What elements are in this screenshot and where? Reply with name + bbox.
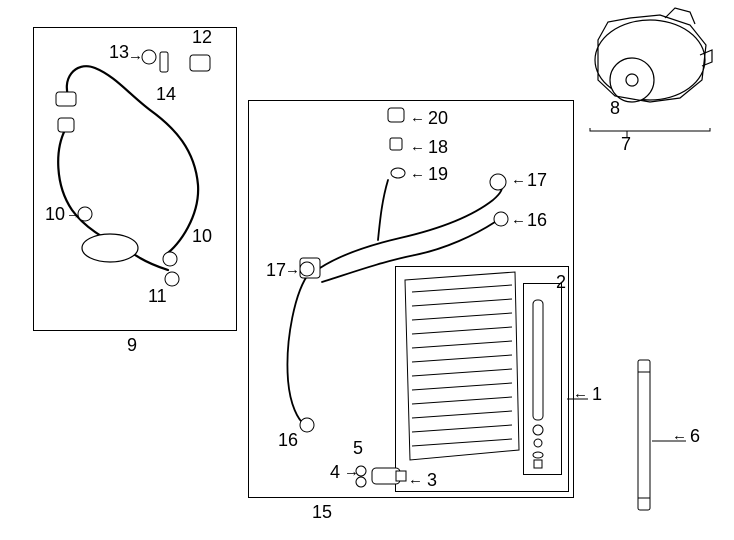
callout-2: 2	[556, 272, 566, 293]
callout-11: 11	[148, 286, 167, 307]
arrow-17b: ←	[511, 171, 526, 188]
callout-7: 7	[621, 134, 631, 155]
callout-17a: 17	[266, 260, 286, 281]
callout-13: 13	[109, 42, 129, 63]
arrow-6: ←	[672, 427, 687, 444]
callout-3: 3	[427, 470, 437, 491]
diagram-canvas: 1 ← 2 3 ← 4 → 5 6 ← 7 8 9 10 → 10 11 12 …	[0, 0, 734, 540]
callout-10b: 10	[192, 226, 212, 247]
arrow-17a: →	[285, 261, 300, 278]
callout-20: 20	[428, 108, 448, 129]
arrow-18: ←	[410, 138, 425, 155]
callout-14: 14	[156, 84, 176, 105]
group-box-9	[33, 27, 237, 331]
callout-10a: 10	[45, 204, 65, 225]
callout-16a: 16	[278, 430, 298, 451]
callout-16b: 16	[527, 210, 547, 231]
callout-5: 5	[353, 438, 363, 459]
callout-1: 1	[592, 384, 602, 405]
callout-18: 18	[428, 137, 448, 158]
callout-15: 15	[312, 502, 332, 523]
callout-19: 19	[428, 164, 448, 185]
callout-17b: 17	[527, 170, 547, 191]
callout-6: 6	[690, 426, 700, 447]
arrow-4: →	[344, 463, 359, 480]
group-box-2	[523, 283, 562, 475]
callout-12: 12	[192, 27, 212, 48]
callout-4: 4	[330, 462, 340, 483]
arrow-13: →	[128, 47, 143, 64]
arrow-1: ←	[573, 385, 588, 402]
arrow-20: ←	[410, 109, 425, 126]
callout-9: 9	[127, 335, 137, 356]
arrow-16b: ←	[511, 211, 526, 228]
callout-8: 8	[610, 98, 620, 119]
arrow-3: ←	[408, 471, 423, 488]
arrow-10a: →	[66, 205, 81, 222]
arrow-19: ←	[410, 165, 425, 182]
